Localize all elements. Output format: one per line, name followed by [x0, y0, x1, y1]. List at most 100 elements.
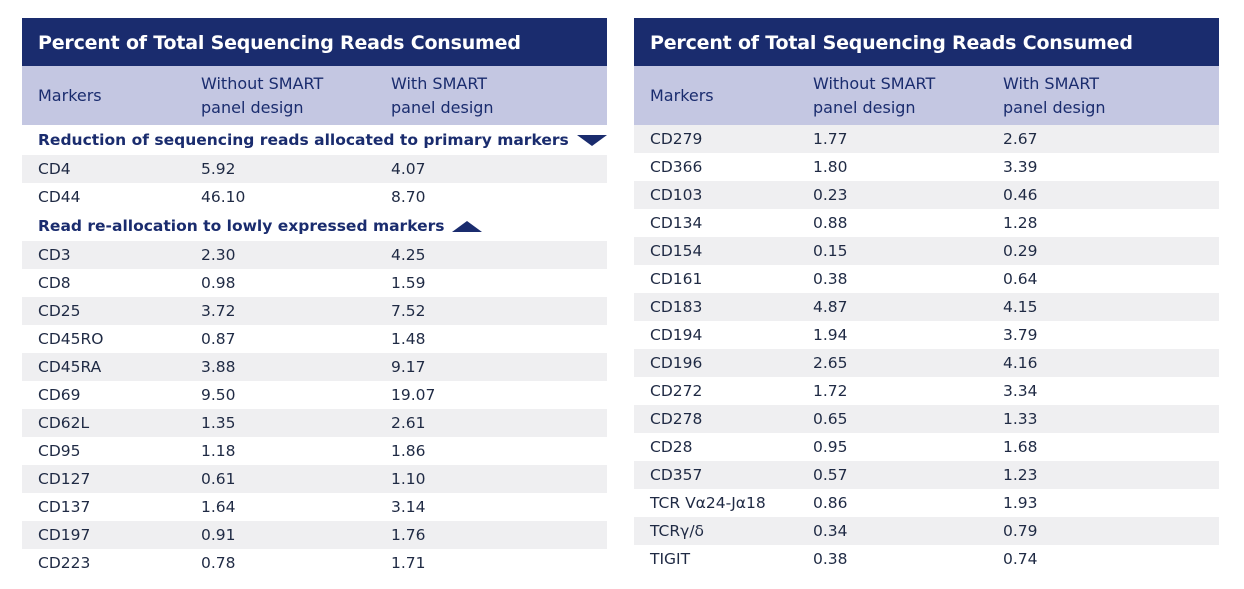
cell-without-smart: 0.86 — [813, 494, 848, 512]
cell-marker: CD278 — [650, 410, 703, 428]
right-table: Percent of Total Sequencing Reads Consum… — [634, 18, 1219, 573]
cell-marker: CD3 — [38, 246, 71, 264]
cell-with-smart: 7.52 — [391, 302, 426, 320]
table-row: CD127 0.61 1.10 — [22, 465, 607, 493]
cell-marker: CD45RA — [38, 358, 102, 376]
table-title: Percent of Total Sequencing Reads Consum… — [22, 18, 607, 66]
cell-with-smart: 4.16 — [1003, 354, 1038, 372]
cell-with-smart: 1.86 — [391, 442, 426, 460]
cell-with-smart: 4.07 — [391, 160, 426, 178]
section-lowly-expressed: Read re-allocation to lowly expressed ma… — [22, 211, 607, 241]
header-with-smart: With SMART panel design — [1003, 73, 1106, 117]
cell-without-smart: 5.92 — [201, 160, 236, 178]
cell-with-smart: 4.15 — [1003, 298, 1038, 316]
cell-with-smart: 9.17 — [391, 358, 426, 376]
section-primary-markers: Reduction of sequencing reads allocated … — [22, 125, 607, 155]
table-row: CD25 3.72 7.52 — [22, 297, 607, 325]
cell-without-smart: 1.72 — [813, 382, 848, 400]
cell-with-smart: 1.23 — [1003, 466, 1038, 484]
cell-marker: TIGIT — [650, 550, 691, 568]
table-row: CD223 0.78 1.71 — [22, 549, 607, 577]
cell-with-smart: 1.76 — [391, 526, 426, 544]
table-row: CD161 0.38 0.64 — [634, 265, 1219, 293]
cell-without-smart: 9.50 — [201, 386, 236, 404]
table-row: CD45RA 3.88 9.17 — [22, 353, 607, 381]
table-row: CD366 1.80 3.39 — [634, 153, 1219, 181]
cell-without-smart: 0.91 — [201, 526, 236, 544]
cell-without-smart: 0.88 — [813, 214, 848, 232]
cell-with-smart: 4.25 — [391, 246, 426, 264]
cell-without-smart: 0.95 — [813, 438, 848, 456]
section-label: Read re-allocation to lowly expressed ma… — [38, 217, 445, 235]
cell-with-smart: 3.14 — [391, 498, 426, 516]
cell-with-smart: 1.28 — [1003, 214, 1038, 232]
lowly-expressed-rows: CD3 2.30 4.25 CD8 0.98 1.59 CD25 3.72 7.52 CD45RO… — [22, 241, 607, 577]
cell-marker: CD357 — [650, 466, 703, 484]
cell-marker: TCR Vα24-Jα18 — [650, 494, 766, 512]
cell-without-smart: 0.38 — [813, 550, 848, 568]
cell-without-smart: 0.78 — [201, 554, 236, 572]
header-markers: Markers — [650, 85, 714, 105]
table-row: CD183 4.87 4.15 — [634, 293, 1219, 321]
cell-with-smart: 1.59 — [391, 274, 426, 292]
cell-without-smart: 4.87 — [813, 298, 848, 316]
cell-with-smart: 19.07 — [391, 386, 436, 404]
table-row: CD357 0.57 1.23 — [634, 461, 1219, 489]
cell-without-smart: 0.61 — [201, 470, 236, 488]
cell-marker: CD154 — [650, 242, 703, 260]
cell-with-smart: 3.34 — [1003, 382, 1038, 400]
cell-without-smart: 2.65 — [813, 354, 848, 372]
table-row: CD103 0.23 0.46 — [634, 181, 1219, 209]
table-title: Percent of Total Sequencing Reads Consum… — [634, 18, 1219, 66]
cell-with-smart: 1.93 — [1003, 494, 1038, 512]
table-row: CD154 0.15 0.29 — [634, 237, 1219, 265]
cell-with-smart: 0.64 — [1003, 270, 1038, 288]
table-row: CD137 1.64 3.14 — [22, 493, 607, 521]
marker-rows: CD279 1.77 2.67 CD366 1.80 3.39 CD103 0.23 0.46 C… — [634, 125, 1219, 573]
cell-marker: CD194 — [650, 326, 703, 344]
cell-without-smart: 1.80 — [813, 158, 848, 176]
table-row: CD134 0.88 1.28 — [634, 209, 1219, 237]
cell-without-smart: 0.38 — [813, 270, 848, 288]
table-row: TIGIT 0.38 0.74 — [634, 545, 1219, 573]
cell-with-smart: 3.39 — [1003, 158, 1038, 176]
cell-marker: CD95 — [38, 442, 81, 460]
section-label: Reduction of sequencing reads allocated … — [38, 131, 569, 149]
table-row: CD69 9.50 19.07 — [22, 381, 607, 409]
cell-marker: CD25 — [38, 302, 81, 320]
header-with-smart: With SMART panel design — [391, 73, 494, 117]
cell-with-smart: 3.79 — [1003, 326, 1038, 344]
cell-with-smart: 8.70 — [391, 188, 426, 206]
cell-without-smart: 0.87 — [201, 330, 236, 348]
table-row: CD197 0.91 1.76 — [22, 521, 607, 549]
cell-without-smart: 0.98 — [201, 274, 236, 292]
table-row: CD4 5.92 4.07 — [22, 155, 607, 183]
table-row: CD45RO 0.87 1.48 — [22, 325, 607, 353]
header-without-smart: Without SMART panel design — [813, 73, 936, 117]
table-row: CD28 0.95 1.68 — [634, 433, 1219, 461]
table-header: Markers Without SMART panel design With … — [22, 66, 607, 125]
cell-marker: CD137 — [38, 498, 91, 516]
table-row: CD44 46.10 8.70 — [22, 183, 607, 211]
cell-marker: CD197 — [38, 526, 91, 544]
cell-with-smart: 2.61 — [391, 414, 426, 432]
table-header: Markers Without SMART panel design With … — [634, 66, 1219, 125]
triangle-up-icon — [452, 220, 483, 232]
cell-marker: CD4 — [38, 160, 71, 178]
cell-with-smart: 1.71 — [391, 554, 426, 572]
cell-marker: CD183 — [650, 298, 703, 316]
cell-with-smart: 0.46 — [1003, 186, 1038, 204]
cell-marker: CD45RO — [38, 330, 104, 348]
cell-marker: CD161 — [650, 270, 703, 288]
cell-marker: CD196 — [650, 354, 703, 372]
table-row: CD95 1.18 1.86 — [22, 437, 607, 465]
cell-without-smart: 3.72 — [201, 302, 236, 320]
table-row: CD194 1.94 3.79 — [634, 321, 1219, 349]
cell-with-smart: 1.10 — [391, 470, 426, 488]
triangle-down-icon — [576, 134, 607, 146]
cell-without-smart: 0.34 — [813, 522, 848, 540]
primary-markers-rows: CD4 5.92 4.07 CD44 46.10 8.70 — [22, 155, 607, 211]
cell-with-smart: 0.29 — [1003, 242, 1038, 260]
table-row: CD278 0.65 1.33 — [634, 405, 1219, 433]
cell-with-smart: 1.68 — [1003, 438, 1038, 456]
